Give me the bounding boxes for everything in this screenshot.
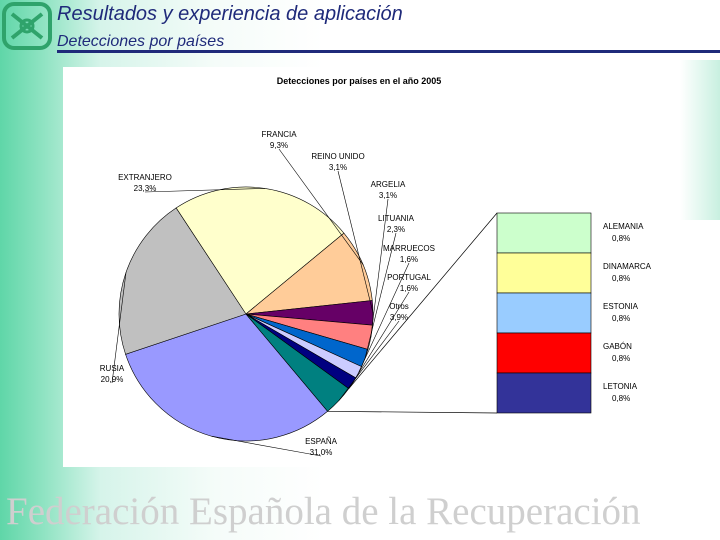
slide-title: Resultados y experiencia de aplicación bbox=[57, 3, 403, 25]
breakdown-label-alemania: ALEMANIA bbox=[603, 222, 644, 231]
pie-chart: Detecciones por países en el año 2005 ES… bbox=[100, 76, 652, 457]
leader-line-rusia bbox=[111, 272, 127, 384]
leader-line-argelia bbox=[370, 198, 389, 338]
slice-value-francia: 9,3% bbox=[270, 141, 288, 150]
slice-value-reino-unido: 3,1% bbox=[329, 163, 347, 172]
breakdown-value-gabon: 0,8% bbox=[612, 354, 630, 363]
slice-value-marruecos: 1,6% bbox=[400, 255, 418, 264]
slice-label-marruecos: MARRUECOS bbox=[383, 244, 435, 253]
slice-label-francia: FRANCIA bbox=[261, 130, 297, 139]
slice-label-reino-unido: REINO UNIDO bbox=[311, 152, 364, 161]
slice-value-espana: 31,0% bbox=[310, 448, 333, 457]
slice-value-argelia: 3,1% bbox=[379, 191, 397, 200]
footer-organization: Federación Española de la Recuperación bbox=[6, 490, 641, 533]
leader-line-lituania bbox=[364, 232, 397, 359]
breakdown-value-letonia: 0,8% bbox=[612, 394, 630, 403]
breakdown-value-estonia: 0,8% bbox=[612, 314, 630, 323]
leader-line-francia bbox=[278, 148, 364, 265]
slice-label-rusia: RUSIA bbox=[100, 364, 125, 373]
slice-label-extranjero: EXTRANJERO bbox=[118, 173, 172, 182]
chart-title: Detecciones por países en el año 2005 bbox=[277, 76, 442, 86]
leader-line-espana bbox=[211, 435, 322, 457]
slide-header: Resultados y experiencia de aplicación D… bbox=[0, 0, 720, 53]
slice-value-extranjero: 23,3% bbox=[134, 184, 157, 193]
background-accent bbox=[680, 60, 720, 220]
breakdown-value-dinamarca: 0,8% bbox=[612, 274, 630, 283]
breakdown-label-letonia: LETONIA bbox=[603, 382, 638, 391]
leader-line-marruecos bbox=[358, 262, 410, 373]
breakdown-label-estonia: ESTONIA bbox=[603, 302, 639, 311]
breakdown-label-gabon: GABÓN bbox=[603, 342, 632, 351]
slice-value-lituania: 2,3% bbox=[387, 225, 405, 234]
breakdown-bar-gabon bbox=[496, 332, 592, 374]
slice-value-portugal: 1,6% bbox=[400, 284, 418, 293]
slice-value-otros: 3,9% bbox=[390, 313, 408, 322]
breakdown-label-dinamarca: DINAMARCA bbox=[603, 262, 652, 271]
breakdown-bar-alemania bbox=[496, 212, 592, 254]
slice-label-portugal: PORTUGAL bbox=[387, 273, 431, 282]
breakdown-connector-top bbox=[348, 212, 498, 389]
slide-subtitle: Detecciones por países bbox=[57, 33, 225, 50]
breakdown-bar-dinamarca bbox=[496, 252, 592, 294]
leader-line-reino-unido bbox=[337, 170, 374, 313]
slice-value-rusia: 20,9% bbox=[101, 375, 124, 384]
breakdown-value-alemania: 0,8% bbox=[612, 234, 630, 243]
breakdown-bar-letonia bbox=[496, 372, 592, 414]
breakdown-connector-bottom bbox=[327, 410, 498, 414]
leader-line-otros bbox=[338, 320, 400, 401]
breakdown-bar-estonia bbox=[496, 292, 592, 334]
slice-label-espana: ESPAÑA bbox=[305, 437, 338, 446]
header-divider bbox=[57, 50, 720, 53]
federation-logo-icon bbox=[2, 2, 52, 50]
leader-line-extranjero bbox=[144, 188, 265, 193]
slice-label-argelia: ARGELIA bbox=[371, 180, 406, 189]
slice-label-otros: Otros bbox=[389, 302, 409, 311]
leader-line-portugal bbox=[352, 291, 410, 384]
chart-panel: Detecciones por países en el año 2005 ES… bbox=[63, 67, 657, 467]
slice-label-lituania: LITUANIA bbox=[378, 214, 415, 223]
